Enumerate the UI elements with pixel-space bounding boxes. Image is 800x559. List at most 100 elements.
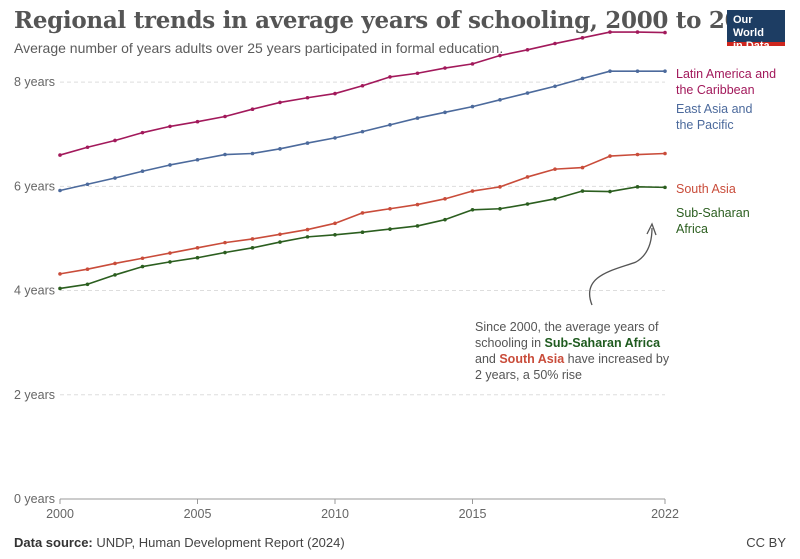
- data-point: [553, 167, 557, 171]
- data-point: [250, 237, 255, 241]
- x-tick-label: 2000: [46, 507, 74, 521]
- license-link[interactable]: CC BY: [746, 535, 786, 550]
- data-point: [470, 104, 475, 109]
- data-point: [58, 286, 62, 291]
- data-point: [85, 145, 90, 150]
- y-tick-label: 4 years: [14, 284, 55, 298]
- chart-title: Regional trends in average years of scho…: [14, 7, 772, 34]
- data-point: [388, 206, 392, 211]
- data-point: [470, 207, 475, 212]
- source-label: Data source:: [14, 535, 93, 550]
- data-point: [85, 282, 90, 287]
- data-point: [360, 230, 365, 234]
- data-point: [195, 246, 200, 250]
- data-point: [58, 188, 62, 193]
- data-point: [635, 185, 640, 189]
- data-point: [443, 217, 447, 222]
- owid-logo[interactable]: Our World in Data: [727, 10, 785, 52]
- data-point: [223, 250, 227, 255]
- data-point: [195, 157, 200, 162]
- data-point: [278, 100, 282, 105]
- data-point: [635, 69, 640, 73]
- data-point: [113, 273, 117, 277]
- y-tick-label: 6 years: [14, 179, 55, 193]
- data-point: [608, 30, 612, 34]
- data-point: [443, 197, 447, 201]
- data-point: [113, 138, 117, 143]
- data-point: [498, 185, 502, 189]
- data-point: [305, 227, 310, 232]
- data-point: [663, 185, 667, 190]
- data-point: [415, 116, 420, 120]
- data-point: [470, 189, 475, 193]
- data-point: [635, 30, 640, 34]
- data-point: [168, 260, 172, 264]
- data-point: [608, 69, 612, 73]
- data-point: [443, 66, 447, 70]
- y-tick-label: 8 years: [14, 75, 55, 89]
- data-point: [525, 91, 530, 95]
- data-point: [113, 261, 117, 266]
- data-point: [168, 124, 172, 129]
- y-tick-label: 2 years: [14, 388, 55, 402]
- x-tick-label: 2022: [651, 507, 679, 521]
- data-point: [360, 211, 365, 215]
- x-tick-label: 2010: [321, 507, 349, 521]
- x-tick-label: 2015: [459, 507, 487, 521]
- data-point: [250, 107, 255, 112]
- data-point: [305, 95, 310, 100]
- data-point: [168, 163, 172, 167]
- data-point: [580, 165, 585, 170]
- series-label: East Asia and the Pacific: [676, 102, 752, 132]
- data-point: [663, 151, 667, 156]
- data-point: [333, 232, 337, 237]
- annotation-ssa: Sub-Saharan Africa: [544, 336, 661, 350]
- data-point: [168, 251, 172, 255]
- data-point: [333, 91, 337, 96]
- data-point: [360, 83, 365, 88]
- data-point: [140, 169, 145, 174]
- data-point: [580, 36, 585, 40]
- chart-annotation: Since 2000, the average years of schooli…: [475, 319, 675, 383]
- data-point: [278, 232, 282, 237]
- series-label: Sub-Saharan Africa: [676, 206, 750, 236]
- x-tick-label: 2005: [184, 507, 212, 521]
- data-point: [470, 62, 475, 66]
- data-point: [250, 151, 255, 156]
- annotation-arrow-head: [646, 222, 657, 236]
- series-label: South Asia: [676, 182, 736, 196]
- data-point: [415, 202, 420, 207]
- series-label: Latin America and the Caribbean: [676, 67, 776, 97]
- data-point: [85, 182, 90, 187]
- data-point: [525, 48, 530, 52]
- data-point: [608, 154, 612, 158]
- data-point: [388, 227, 392, 231]
- annotation-arrow: [589, 227, 653, 306]
- data-point: [333, 136, 337, 140]
- data-source: Data source: UNDP, Human Development Rep…: [14, 535, 345, 550]
- data-point: [85, 267, 90, 271]
- data-point: [635, 152, 640, 157]
- logo-line-1: Our World: [733, 14, 764, 39]
- data-point: [388, 123, 392, 127]
- data-point: [58, 153, 62, 157]
- data-point: [278, 147, 282, 151]
- data-point: [580, 189, 585, 193]
- annotation-text-2: and: [475, 352, 500, 366]
- data-point: [113, 176, 117, 180]
- data-point: [525, 202, 530, 206]
- data-point: [608, 189, 612, 194]
- data-point: [278, 240, 282, 244]
- label-layer: Latin America and the Caribbean East Asia …: [676, 67, 776, 236]
- data-point: [195, 255, 200, 260]
- data-point: [140, 264, 145, 269]
- data-point: [140, 130, 145, 135]
- data-point: [498, 53, 502, 58]
- data-point: [553, 197, 557, 201]
- series-layer: [58, 30, 667, 291]
- y-tick-label: 0 years: [14, 492, 55, 506]
- data-point: [525, 175, 530, 179]
- data-point: [223, 240, 227, 245]
- data-point: [498, 98, 502, 102]
